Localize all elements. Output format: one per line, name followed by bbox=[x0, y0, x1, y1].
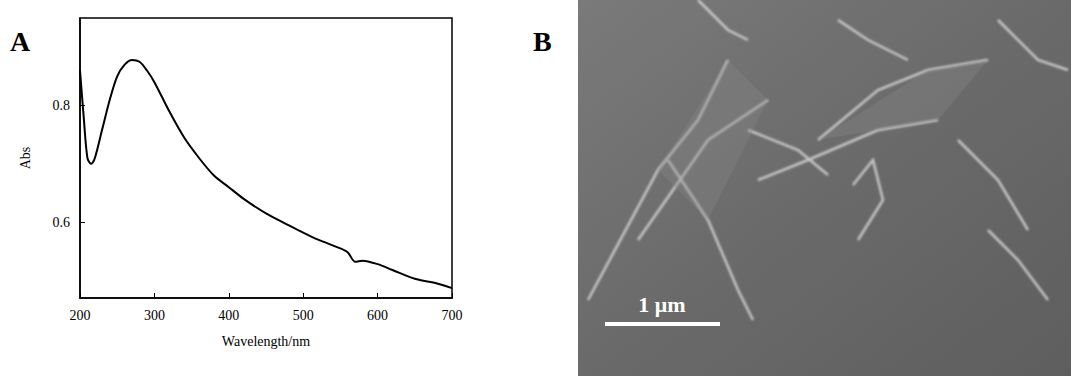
html-text:B: B bbox=[533, 26, 552, 57]
svg-text:1 μm: 1 μm bbox=[638, 292, 685, 317]
svg-text:400: 400 bbox=[218, 308, 239, 323]
svg-text:700: 700 bbox=[442, 308, 463, 323]
svg-text:600: 600 bbox=[367, 308, 388, 323]
svg-text:500: 500 bbox=[293, 308, 314, 323]
svg-text:200: 200 bbox=[70, 308, 91, 323]
svg-text:0.6: 0.6 bbox=[53, 215, 71, 230]
html-text:A: A bbox=[10, 26, 31, 57]
svg-text:Wavelength/nm: Wavelength/nm bbox=[222, 334, 310, 349]
svg-text:Abs: Abs bbox=[18, 147, 33, 170]
svg-text:0.8: 0.8 bbox=[53, 98, 71, 113]
svg-text:300: 300 bbox=[144, 308, 165, 323]
